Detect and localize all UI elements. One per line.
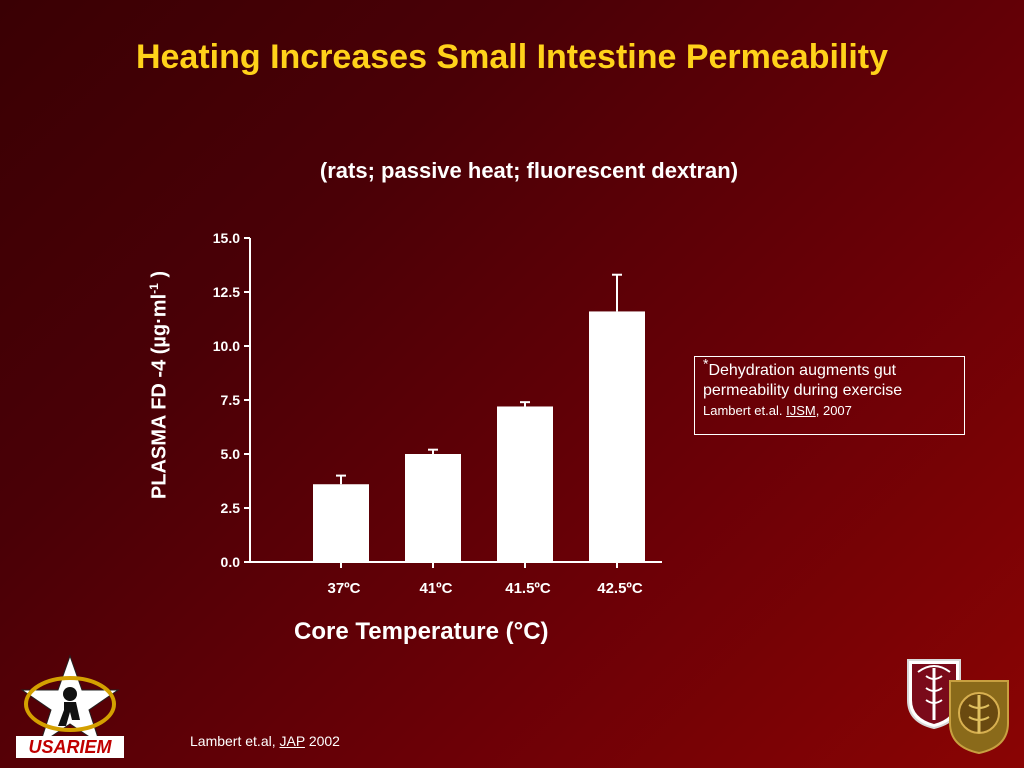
note-ref-suffix: , 2007 <box>815 403 852 418</box>
y-tick-label: 10.0 <box>213 338 240 354</box>
y-tick-label: 0.0 <box>221 554 241 570</box>
note-asterisk: * <box>703 355 709 372</box>
y-axis-label-main: PLASMA FD -4 (µg·ml <box>148 293 171 500</box>
y-tick-label: 5.0 <box>221 446 241 462</box>
citation-year: 2002 <box>308 733 340 749</box>
citation: Lambert et.al, JAP 2002 <box>190 733 340 749</box>
note-ref-prefix: Lambert et.al. <box>703 403 783 418</box>
bar <box>497 406 553 562</box>
y-tick-label: 7.5 <box>221 392 241 408</box>
slide-title: Heating Increases Small Intestine Permea… <box>135 38 889 76</box>
slide-subtitle: (rats; passive heat; fluorescent dextran… <box>319 158 739 183</box>
army-medical-seal-icon <box>949 680 1009 755</box>
logo-ring-icon <box>24 676 116 732</box>
y-axis-label-exponent: -1 <box>147 283 161 294</box>
note-ref-journal[interactable]: IJSM <box>786 403 816 418</box>
y-axis-label: PLASMA FD -4 (µg·ml-1 ) <box>147 225 173 545</box>
note-reference: Lambert et.al. IJSM, 2007 <box>703 403 852 418</box>
y-tick-label: 12.5 <box>213 284 240 300</box>
bar <box>405 454 461 562</box>
x-tick-label: 41ºC <box>420 580 453 597</box>
x-axis-label: Core Temperature (°C) <box>294 618 549 645</box>
bar <box>313 484 369 562</box>
usariem-logo: USARIEM <box>16 654 124 758</box>
y-axis-label-end: ) <box>148 270 171 284</box>
citation-prefix: Lambert et.al, <box>190 733 276 749</box>
citation-journal[interactable]: JAP <box>279 733 305 749</box>
note-box: *Dehydration augments gut permeability d… <box>694 356 965 435</box>
x-tick-label: 42.5ºC <box>597 580 643 597</box>
note-text: Dehydration augments gut permeability du… <box>703 362 903 399</box>
y-tick-label: 2.5 <box>221 500 241 516</box>
bar <box>589 311 645 562</box>
x-tick-label: 37ºC <box>328 580 361 597</box>
y-tick-label: 15.0 <box>213 230 240 246</box>
x-tick-label: 41.5ºC <box>505 580 551 597</box>
medical-crest-icon <box>907 659 961 730</box>
logo-runner-icon <box>63 687 77 701</box>
logo-text: USARIEM <box>28 737 112 757</box>
